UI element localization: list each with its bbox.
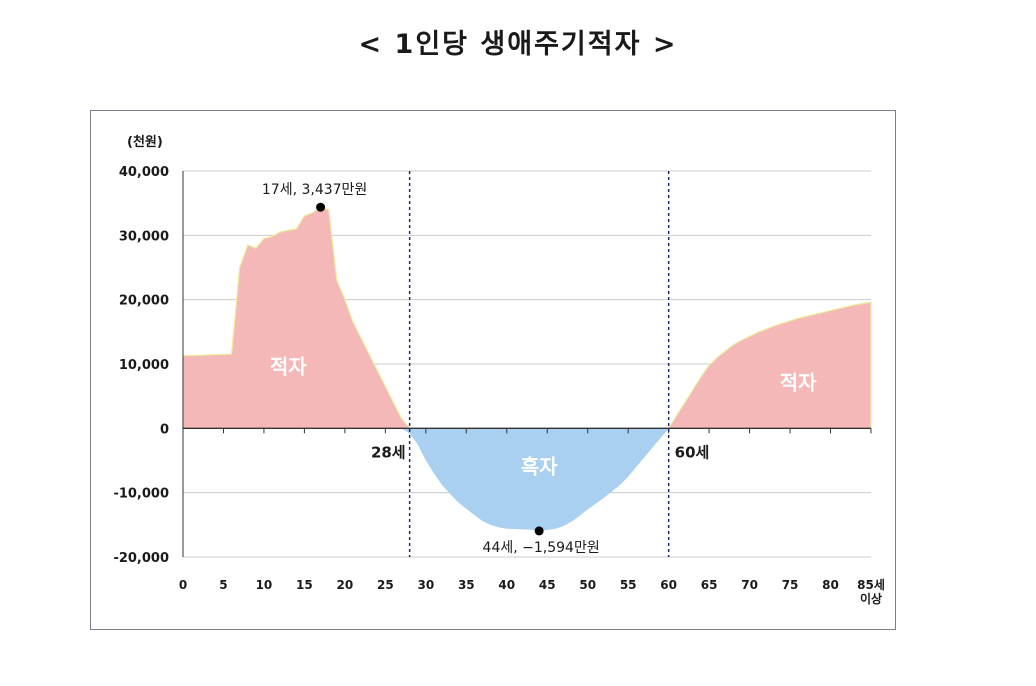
y-tick-label: 10,000 [119,358,169,373]
age-divider-label: 60세 [675,443,710,461]
region-label: 적자 [780,371,817,395]
annotation-point [534,526,544,536]
region-label: 흑자 [521,454,558,478]
surplus-area [183,428,871,531]
axis-layer: 40,000 30,000 20,000 10,000 0 -10,000 -20,000 0… [113,165,884,606]
x-tick-sublabel: 이상 [860,591,882,606]
x-tick-label: 80 [822,578,839,592]
y-tick-label: 40,000 [119,165,169,180]
x-tick-label: 5 [219,578,227,592]
x-tick-label: 15 [296,578,313,592]
y-unit-label: (천원) [127,135,163,150]
x-tick-label: 25 [377,578,394,592]
y-tick-label: 20,000 [119,294,169,309]
x-tick-label: 85세 [857,577,885,592]
age-divider-label: 28세 [371,443,406,461]
y-tick-label: 30,000 [119,229,169,244]
x-tick-label: 75 [782,578,799,592]
region-label: 적자 [270,355,307,379]
x-tick-label: 70 [741,578,758,592]
x-tick-label: 0 [179,578,187,592]
x-tick-label: 55 [620,578,637,592]
y-tick-label: -20,000 [113,551,169,566]
chart-frame: 40,000 30,000 20,000 10,000 0 -10,000 -20,000 0… [90,110,896,630]
x-tick-label: 30 [417,578,434,592]
deficit-area [182,206,872,429]
x-tick-label: 40 [498,578,515,592]
x-tick-label: 65 [701,578,718,592]
x-tick-label: 20 [337,578,354,592]
y-tick-label: -10,000 [113,487,169,502]
x-tick-label: 35 [458,578,475,592]
page-title: < 1인당 생애주기적자 > [358,29,678,60]
annotation-label: 17세, 3,437만원 [262,182,367,198]
x-tick-label: 60 [660,578,677,592]
life-cycle-deficit-chart: 40,000 30,000 20,000 10,000 0 -10,000 -20,000 0… [113,135,884,606]
annotation-label: 44세, −1,594만원 [483,540,600,556]
x-tick-label: 50 [579,578,596,592]
y-tick-label: 0 [160,422,169,437]
x-tick-label: 10 [256,578,273,592]
x-tick-label: 45 [539,578,556,592]
divider-layer [408,171,670,557]
annotation-point [316,202,326,212]
